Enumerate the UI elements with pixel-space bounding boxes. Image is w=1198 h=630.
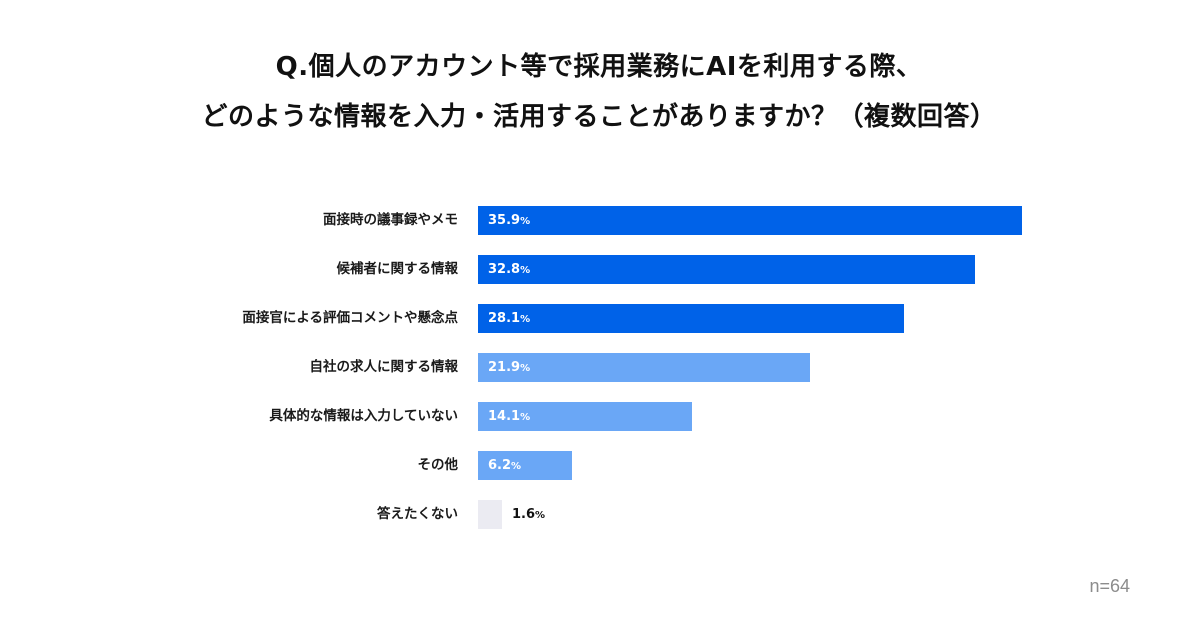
value-label: 21.9%: [488, 353, 530, 382]
category-label: 具体的な情報は入力していない: [269, 408, 458, 424]
chart-row: 具体的な情報は入力していない 14.1%: [0, 402, 1198, 431]
bar: [478, 402, 692, 431]
bar: [478, 255, 975, 284]
value-number: 6.2: [488, 458, 512, 473]
value-number: 1.6: [512, 507, 536, 522]
value-label: 32.8%: [488, 255, 530, 284]
value-number: 14.1: [488, 409, 521, 424]
value-label: 6.2%: [488, 451, 521, 480]
category-label: 候補者に関する情報: [336, 261, 459, 277]
bar: [478, 451, 572, 480]
chart-row: 答えたくない 1.6%: [0, 500, 1198, 529]
chart-row: 面接時の議事録やメモ 35.9%: [0, 206, 1198, 235]
category-label: 答えたくない: [377, 506, 458, 522]
percent-sign: %: [520, 216, 531, 227]
chart-title-line-1: Q.個人のアカウント等で採用業務にAIを利用する際、: [275, 52, 923, 82]
percent-sign: %: [535, 510, 546, 521]
value-label: 1.6%: [512, 500, 545, 529]
percent-sign: %: [520, 265, 531, 276]
chart-row: 面接官による評価コメントや懸念点 28.1%: [0, 304, 1198, 333]
bar: [478, 304, 904, 333]
value-label: 28.1%: [488, 304, 530, 333]
chart-row: 候補者に関する情報 32.8%: [0, 255, 1198, 284]
bar: [478, 500, 502, 529]
chart-row: その他 6.2%: [0, 451, 1198, 480]
value-number: 35.9: [488, 213, 521, 228]
sample-size-note: n=64: [1089, 576, 1130, 596]
category-label: 面接官による評価コメントや懸念点: [242, 310, 458, 326]
chart-title-line-2: どのような情報を入力・活用することがありますか？（複数回答）: [201, 102, 997, 132]
value-label: 14.1%: [488, 402, 530, 431]
chart-title: Q.個人のアカウント等で採用業務にAIを利用する際、 どのような情報を入力・活用…: [0, 42, 1198, 142]
bar: [478, 206, 1022, 235]
percent-sign: %: [520, 363, 531, 374]
category-label: 自社の求人に関する情報: [309, 359, 459, 375]
category-label: 面接時の議事録やメモ: [323, 212, 458, 228]
chart-row: 自社の求人に関する情報 21.9%: [0, 353, 1198, 382]
percent-sign: %: [520, 314, 531, 325]
percent-sign: %: [520, 412, 531, 423]
value-number: 28.1: [488, 311, 521, 326]
value-number: 32.8: [488, 262, 521, 277]
value-number: 21.9: [488, 360, 521, 375]
category-label: その他: [417, 457, 459, 473]
percent-sign: %: [511, 461, 522, 472]
value-label: 35.9%: [488, 206, 530, 235]
bar: [478, 353, 810, 382]
